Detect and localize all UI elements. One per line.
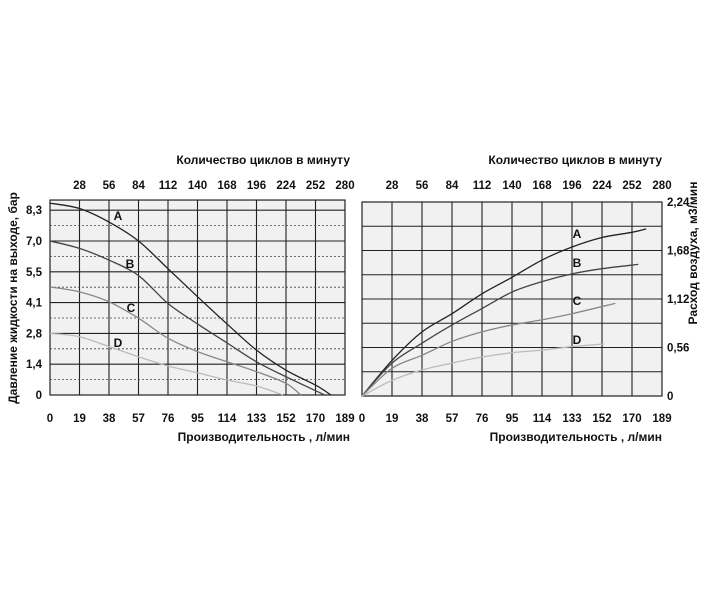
top-tick-label: 196 xyxy=(562,180,581,192)
x-tick-label: 133 xyxy=(247,413,266,425)
x-tick-label: 57 xyxy=(446,413,459,425)
x-tick-label: 57 xyxy=(132,413,145,425)
series-label-A: A xyxy=(573,227,582,241)
x-tick-label: 0 xyxy=(359,413,365,425)
top-tick-label: 224 xyxy=(276,180,296,192)
y-tick-label: 0 xyxy=(36,390,42,402)
y-axis-title: Расход воздуха, м3/мин xyxy=(686,182,700,325)
right-chart: A B C D 0 19 38 57 76 95 114 133 152 170 189 28 56 84 112 1… xyxy=(359,153,700,444)
x-tick-label: 19 xyxy=(386,413,399,425)
x-tick-label: 170 xyxy=(306,413,325,425)
top-tick-label: 252 xyxy=(306,180,325,192)
top-tick-label: 168 xyxy=(217,180,237,192)
top-axis-title: Количество циклов в минуту xyxy=(176,153,350,167)
top-tick-label: 168 xyxy=(532,180,552,192)
top-tick-label: 112 xyxy=(473,180,492,192)
x-axis-title: Производительность , л/мин xyxy=(490,430,662,444)
series-line-A xyxy=(49,202,332,396)
top-tick-label: 280 xyxy=(652,180,671,192)
series-label-B: B xyxy=(573,256,582,270)
series-line-A xyxy=(361,228,647,397)
series-line-C xyxy=(361,302,616,397)
series-line-B xyxy=(361,263,639,397)
x-tick-label: 170 xyxy=(622,413,641,425)
top-tick-label: 56 xyxy=(416,180,429,192)
x-tick-label: 0 xyxy=(47,413,53,425)
series-label-B: B xyxy=(126,257,135,271)
x-tick-label: 38 xyxy=(103,413,116,425)
top-tick-label: 112 xyxy=(159,180,178,192)
top-tick-label: 252 xyxy=(622,180,641,192)
top-axis-title: Количество циклов в минуту xyxy=(488,153,662,167)
y-axis-title: Давление жидкости на выходе, бар xyxy=(6,192,20,404)
series-line-D xyxy=(49,332,284,396)
x-tick-label: 114 xyxy=(533,413,552,425)
y-tick-label: 2,8 xyxy=(26,328,43,340)
top-tick-label: 140 xyxy=(502,180,521,192)
x-tick-label: 95 xyxy=(506,413,519,425)
top-tick-label: 84 xyxy=(132,180,145,192)
x-tick-label: 189 xyxy=(652,413,671,425)
y-tick-label: 0,56 xyxy=(667,343,689,355)
x-tick-label: 133 xyxy=(562,413,581,425)
x-axis-title: Производительность , л/мин xyxy=(178,430,350,444)
top-tick-label: 196 xyxy=(247,180,266,192)
y-tick-label: 1,12 xyxy=(667,294,689,306)
top-tick-label: 224 xyxy=(592,180,612,192)
y-tick-label: 8,3 xyxy=(26,205,42,217)
y-tick-label: 1,4 xyxy=(26,359,43,371)
y-tick-label: 5,5 xyxy=(26,267,43,279)
series-label-C: C xyxy=(127,301,136,315)
top-tick-label: 140 xyxy=(188,180,207,192)
y-tick-label: 1,68 xyxy=(667,246,690,258)
series-label-D: D xyxy=(573,333,582,347)
x-tick-label: 152 xyxy=(592,413,611,425)
series-label-D: D xyxy=(114,336,123,350)
top-tick-label: 28 xyxy=(386,180,399,192)
top-tick-label: 56 xyxy=(103,180,116,192)
series-label-A: A xyxy=(114,209,123,223)
left-chart: A B C D 0 19 38 57 76 95 114 133 152 170 189 28 56 84 112 1… xyxy=(6,153,355,444)
y-tick-label: 4,1 xyxy=(26,298,43,310)
y-tick-label: 7,0 xyxy=(26,236,42,248)
x-tick-label: 76 xyxy=(476,413,489,425)
series-label-C: C xyxy=(573,294,582,308)
x-tick-label: 95 xyxy=(191,413,204,425)
y-tick-label: 0 xyxy=(667,391,673,403)
top-tick-label: 84 xyxy=(446,180,459,192)
x-tick-label: 38 xyxy=(416,413,429,425)
top-tick-label: 280 xyxy=(335,180,354,192)
series-line-D xyxy=(361,343,604,397)
x-tick-label: 114 xyxy=(218,413,237,425)
x-tick-label: 189 xyxy=(335,413,354,425)
x-tick-label: 152 xyxy=(276,413,295,425)
series-line-C xyxy=(49,286,302,396)
x-tick-label: 19 xyxy=(73,413,86,425)
series-line-B xyxy=(49,240,326,396)
y-tick-label: 2,24 xyxy=(667,197,690,209)
x-tick-label: 76 xyxy=(162,413,175,425)
top-tick-label: 28 xyxy=(73,180,86,192)
